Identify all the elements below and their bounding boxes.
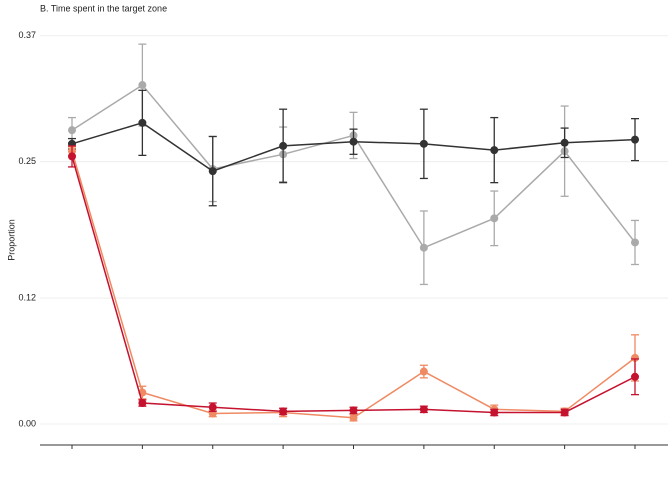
point [631, 353, 639, 362]
point [208, 403, 217, 412]
y-axis-label: Proportion [6, 219, 16, 261]
point [349, 406, 358, 415]
point [560, 138, 569, 147]
point [279, 407, 288, 416]
point [490, 146, 499, 155]
series-line [71, 84, 636, 249]
point [560, 408, 569, 417]
point [631, 135, 639, 144]
point [419, 139, 428, 148]
y-tick-label: 0.37 [18, 30, 36, 40]
point [419, 367, 428, 376]
point [631, 238, 639, 247]
point [68, 152, 76, 161]
point [490, 408, 499, 417]
chart-title: B. Time spent in the target zone [40, 3, 167, 13]
point [138, 81, 147, 90]
series-line [71, 156, 636, 414]
point [68, 126, 76, 135]
point [419, 405, 428, 414]
point [419, 243, 428, 252]
point [279, 141, 288, 150]
point [208, 167, 217, 176]
y-tick-label: 0.25 [18, 156, 36, 166]
y-tick-label: 0.12 [18, 292, 36, 302]
series-line [71, 150, 636, 419]
y-tick-label: 0.00 [18, 418, 36, 428]
point [349, 137, 358, 146]
point [631, 372, 639, 381]
point [138, 118, 147, 127]
point [490, 214, 499, 223]
point [138, 399, 147, 408]
point [349, 413, 358, 422]
